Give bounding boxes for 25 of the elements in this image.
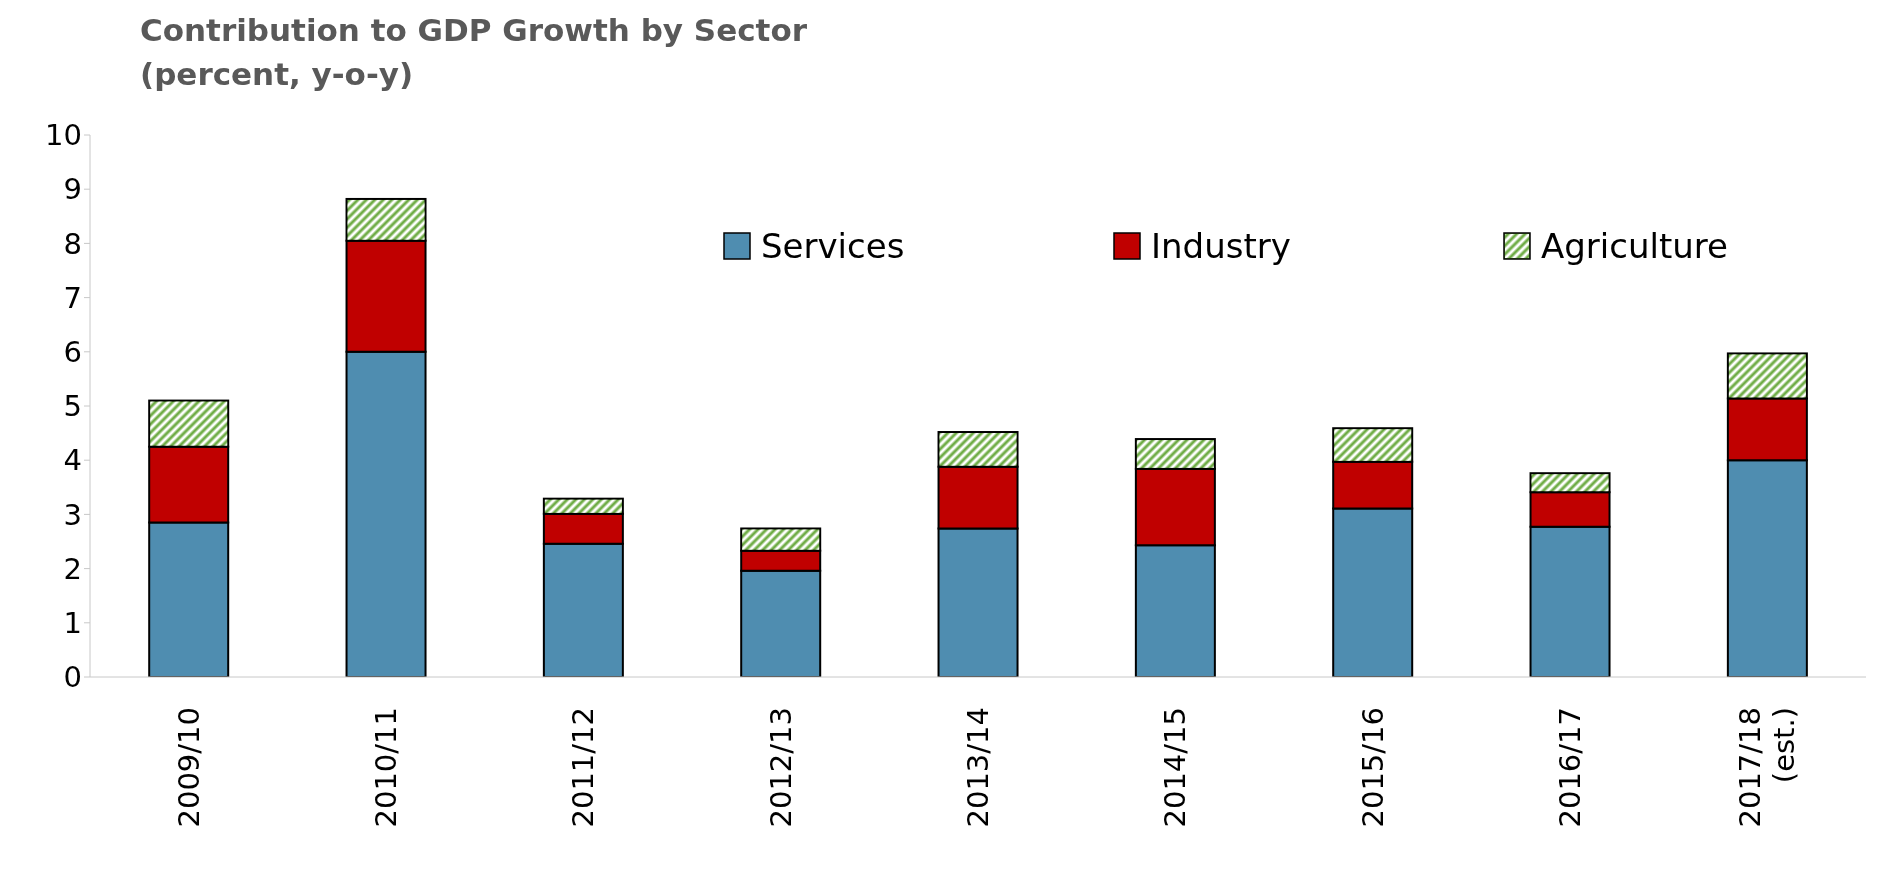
y-tick-label: 3 xyxy=(63,497,82,532)
legend-label: Industry xyxy=(1151,226,1291,266)
chart-subtitle: (percent, y-o-y) xyxy=(140,55,415,94)
x-tick-label: 2017/18 (est.) xyxy=(1733,707,1802,828)
y-tick-label: 7 xyxy=(63,280,82,315)
y-tick-label: 10 xyxy=(45,118,82,153)
x-tick-label: 2010/11 xyxy=(369,707,403,828)
y-tick-label: 2 xyxy=(63,551,82,586)
x-tick-label: 2011/12 xyxy=(566,707,601,828)
x-tick-label: 2013/14 xyxy=(961,707,995,828)
x-tick-label: 2014/15 xyxy=(1158,707,1193,828)
y-tick-label: 1 xyxy=(63,606,82,641)
x-tick-label: 2016/17 xyxy=(1553,707,1587,828)
chart-title: Contribution to GDP Growth by Sector xyxy=(140,11,807,50)
x-tick-label: 2012/13 xyxy=(763,707,798,828)
y-tick-label: 9 xyxy=(63,172,82,207)
x-tick-label: 2009/10 xyxy=(171,707,206,828)
y-tick-label: 8 xyxy=(63,226,82,261)
x-tick-label: 2015/16 xyxy=(1355,707,1390,828)
y-tick-label: 6 xyxy=(63,335,82,370)
y-tick-label: 5 xyxy=(63,389,82,424)
legend-label: Services xyxy=(761,226,905,266)
y-tick-label: 0 xyxy=(63,660,82,695)
legend-label: Agriculture xyxy=(1541,226,1728,266)
y-tick-label: 4 xyxy=(63,443,82,478)
